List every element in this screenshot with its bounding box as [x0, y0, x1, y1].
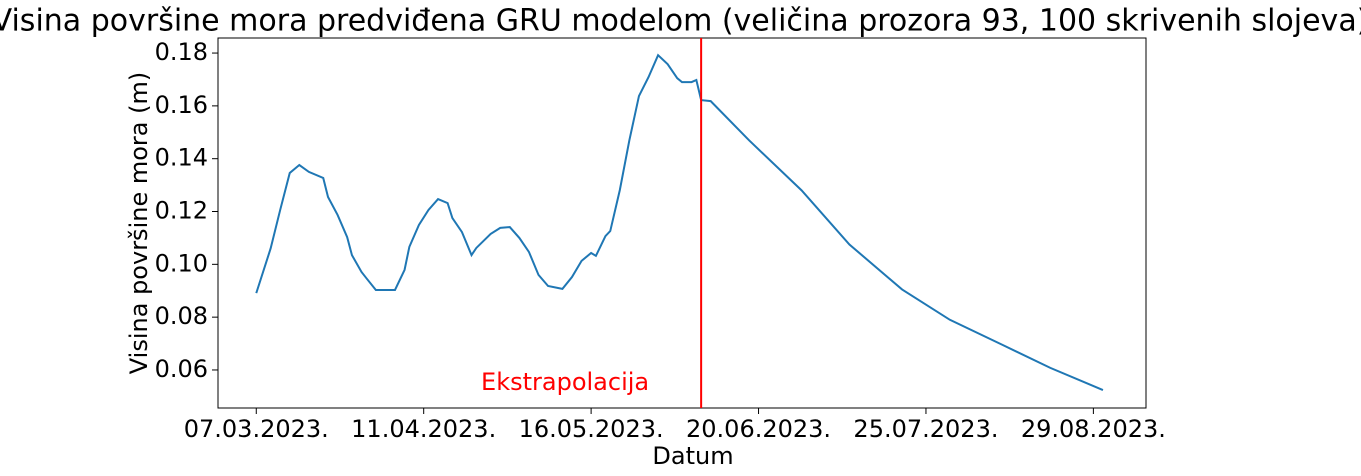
- x-axis-label: Datum: [652, 442, 733, 470]
- y-axis-label: Visina površine mora (m): [125, 72, 153, 374]
- x-tick-label: 16.05.2023.: [519, 415, 664, 443]
- x-tick-label: 25.07.2023.: [853, 415, 998, 443]
- x-tick-label: 20.06.2023.: [686, 415, 831, 443]
- x-tick-label: 07.03.2023.: [184, 415, 329, 443]
- y-tick-label: 0.08: [155, 302, 208, 330]
- data-line: [255, 53, 1104, 391]
- annotation: Ekstrapolacija: [481, 368, 649, 396]
- y-tick-label: 0.10: [155, 249, 208, 277]
- x-tick-label: 11.04.2023.: [351, 415, 496, 443]
- chart-title: Visina površine mora predviđena GRU mode…: [0, 4, 1361, 39]
- y-tick-label: 0.14: [155, 144, 208, 172]
- y-tick-label: 0.16: [155, 91, 208, 119]
- plot-frame: [217, 37, 1147, 409]
- y-tick-label: 0.12: [155, 197, 208, 225]
- x-tick-label: 29.08.2023.: [1021, 415, 1166, 443]
- y-tick-label: 0.18: [155, 38, 208, 66]
- y-tick-label: 0.06: [155, 355, 208, 383]
